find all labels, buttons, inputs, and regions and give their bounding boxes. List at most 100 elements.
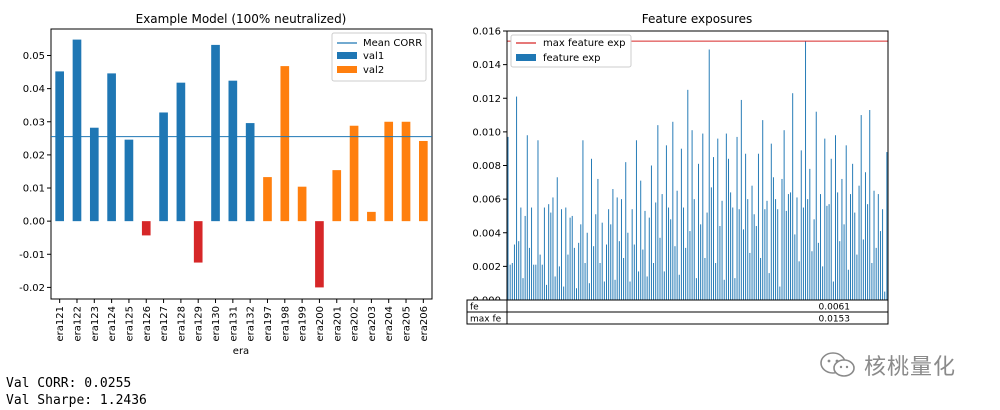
corr-bar (72, 39, 82, 222)
feature-exp-bar (687, 89, 689, 300)
corr-bar (55, 71, 64, 222)
feature-exp-bar (820, 194, 821, 300)
x-tick-label: era130 (211, 306, 222, 341)
feature-exp-bar (606, 244, 607, 300)
feature-exp-bar (832, 281, 834, 300)
feature-exp-bar (625, 162, 627, 300)
feature-exp-bar (640, 180, 642, 300)
feature-exp-bar (764, 209, 766, 300)
feature-exp-bar (543, 207, 545, 300)
feature-exp-bar (623, 257, 625, 300)
feature-exp-bar (843, 224, 845, 300)
feature-exp-bar (824, 138, 826, 300)
feature-exp-bar (835, 135, 836, 300)
corr-bar (107, 73, 116, 222)
feature-exp-bar (595, 214, 597, 300)
legend-val1-swatch (337, 52, 357, 59)
feature-exp-bar (556, 177, 558, 300)
feature-exp-bar (879, 231, 881, 300)
feature-exp-bar (877, 194, 879, 300)
feature-exp-bar (886, 152, 888, 300)
y-tick-label: 0.04 (23, 84, 45, 95)
feature-exp-bar (742, 229, 744, 300)
val-corr-output: Val CORR: 0.0255 (6, 376, 132, 391)
feature-exp-bar (869, 110, 871, 301)
x-tick-label: era124 (107, 306, 118, 341)
feature-exp-bar (807, 199, 809, 301)
corr-bar (280, 66, 290, 222)
feature-exp-bar (618, 241, 620, 300)
feature-exp-bar (856, 254, 858, 300)
feature-exp-bar (777, 209, 779, 300)
corr-plot-area (50, 28, 433, 300)
feature-exp-bar (531, 207, 533, 300)
feature-exp-bar (672, 121, 674, 300)
corr-bar (245, 123, 255, 222)
feature-exp-bar (629, 281, 631, 300)
feature-exp-bar (751, 185, 753, 300)
feature-exp-bar (614, 279, 616, 300)
corr-bar (141, 221, 151, 236)
feature-exp-bar (713, 157, 714, 300)
feature-exp-bar (535, 264, 537, 300)
corr-bar (193, 221, 203, 263)
feature-exp-bar (802, 207, 804, 300)
feature-exp-bar (740, 99, 742, 301)
feature-exp-bar (670, 219, 672, 300)
feature-exp-bar (678, 274, 680, 300)
x-tick-label: era200 (315, 306, 326, 341)
x-tick-label: era205 (402, 306, 413, 341)
feature-exp-bar (646, 276, 648, 300)
y-tick-label: 0.02 (23, 150, 45, 161)
corr-bar (349, 125, 359, 222)
feature-exp-bar (610, 224, 612, 300)
feature-exp-bar (650, 165, 652, 300)
legend-val2-label: val2 (363, 65, 384, 76)
feature-exp-bar (704, 257, 706, 300)
feature-chart-title: Feature exposures (642, 12, 753, 26)
feature-exp-bar (715, 263, 717, 300)
feature-exp-bar (790, 192, 792, 300)
feature-exp-bar (728, 158, 729, 300)
feature-exp-bar (747, 199, 749, 301)
feature-exp-bar (661, 194, 663, 300)
corr-bar (367, 211, 376, 222)
feature-exp-bar (864, 172, 866, 300)
x-tick-label: era202 (350, 306, 361, 341)
feature-exp-bar (616, 197, 618, 300)
feature-exp-bar (509, 264, 511, 300)
corr-legend: Mean CORR val1 val2 (331, 32, 427, 82)
x-tick-label: era197 (263, 306, 274, 341)
feature-exp-bar (571, 215, 573, 300)
feature-exp-bar (524, 215, 526, 300)
feature-exp-bar (642, 249, 644, 300)
feature-exp-bar (785, 210, 787, 300)
feature-exp-bar (837, 192, 839, 300)
feature-exp-bar (873, 190, 875, 300)
feature-exp-bar (800, 150, 802, 300)
feature-exp-bar (691, 130, 693, 300)
feature-exp-bar (591, 158, 592, 300)
corr-bar (159, 112, 168, 222)
feature-exp-bar (659, 237, 661, 300)
table-row-label: max fe (470, 315, 502, 325)
feature-exp-bar (565, 207, 567, 300)
x-tick-label: era132 (246, 306, 257, 341)
x-tick-label: era129 (194, 306, 205, 341)
feature-exp-bar (828, 204, 830, 300)
feature-exp-bar (631, 209, 633, 300)
feature-exp-bar (561, 209, 563, 300)
feature-exp-bar (867, 204, 869, 300)
corr-x-axis-label: era (233, 346, 249, 357)
feature-exp-bar (845, 145, 847, 300)
feature-exp-bar (723, 279, 725, 300)
feature-exp-bar (537, 140, 539, 300)
feature-exp-bar (725, 133, 727, 300)
corr-bar (263, 177, 272, 222)
feature-exp-bar (884, 291, 886, 300)
x-tick-label: era125 (124, 306, 135, 341)
x-tick-label: era131 (228, 306, 239, 341)
feature-exp-bar (550, 212, 552, 300)
feature-exp-bar (702, 133, 704, 300)
feature-exp-bar (569, 217, 571, 300)
